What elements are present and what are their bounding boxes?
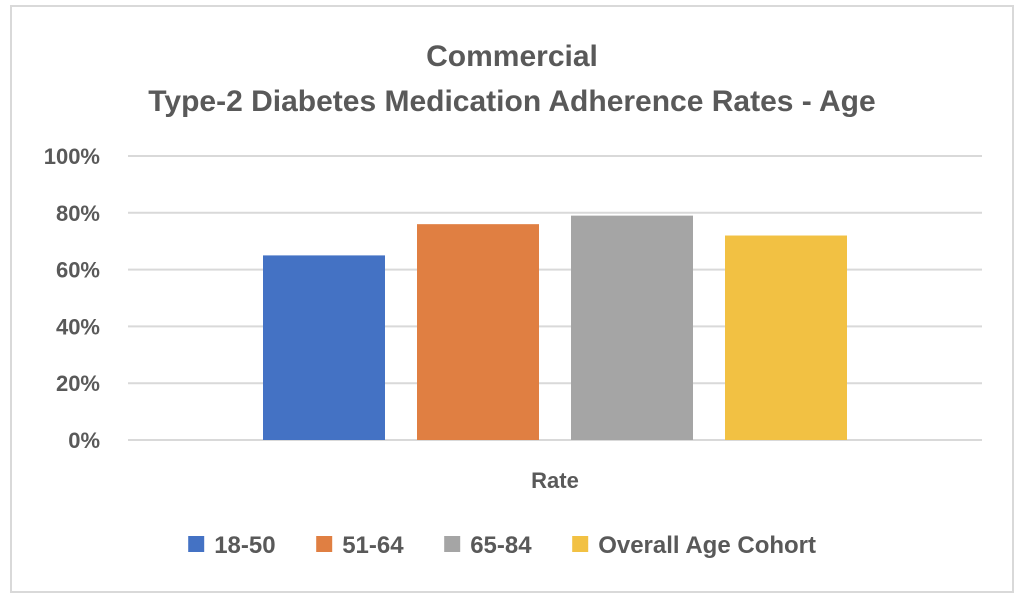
y-tick-label: 40% bbox=[56, 314, 100, 339]
bar-18-50 bbox=[263, 255, 385, 440]
legend-item: 51-64 bbox=[316, 532, 404, 559]
legend-item: Overall Age Cohort bbox=[572, 532, 816, 559]
bar-overall-age-cohort bbox=[725, 235, 847, 440]
y-tick-label: 0% bbox=[68, 428, 100, 453]
legend-item: 18-50 bbox=[188, 532, 276, 559]
bar-51-64 bbox=[417, 224, 539, 440]
legend-label: 51-64 bbox=[342, 532, 404, 559]
y-tick-label: 80% bbox=[56, 201, 100, 226]
legend-label: 65-84 bbox=[470, 532, 532, 559]
chart-title-line-1: Commercial bbox=[426, 40, 598, 73]
legend-label: 18-50 bbox=[214, 532, 275, 559]
y-tick-label: 20% bbox=[56, 371, 100, 396]
y-tick-label: 60% bbox=[56, 258, 100, 283]
legend-swatch bbox=[188, 536, 205, 552]
legend-item: 65-84 bbox=[444, 532, 532, 559]
legend-swatch bbox=[444, 536, 461, 552]
legend-swatch bbox=[316, 536, 333, 552]
y-tick-label: 100% bbox=[44, 144, 100, 169]
legend-swatch bbox=[572, 536, 589, 552]
chart-title-line-2: Type-2 Diabetes Medication Adherence Rat… bbox=[148, 85, 875, 118]
x-category-label: Rate bbox=[531, 468, 579, 493]
bar-65-84 bbox=[571, 215, 693, 440]
legend-label: Overall Age Cohort bbox=[598, 532, 816, 559]
